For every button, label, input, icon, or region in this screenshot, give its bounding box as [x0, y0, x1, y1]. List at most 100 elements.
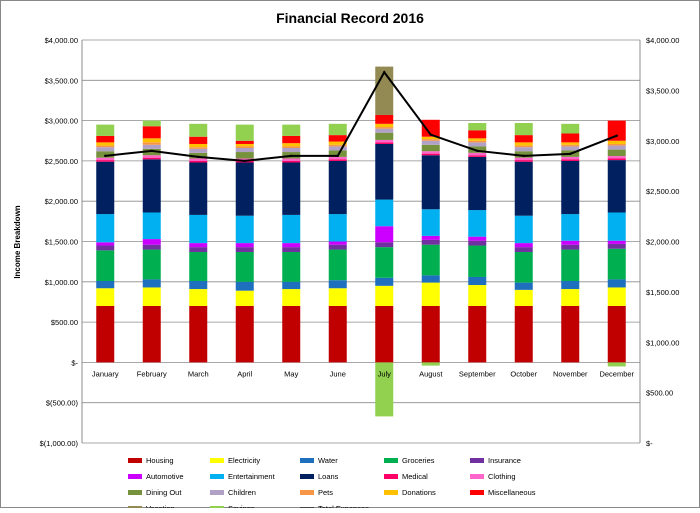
bar-water-january	[96, 280, 115, 289]
y-tick-label: $4,000.00	[45, 36, 78, 45]
bar-savings-july	[375, 362, 394, 417]
bar-water-may	[282, 281, 301, 290]
bar-electricity-march	[189, 289, 208, 306]
bar-loans-september	[468, 156, 487, 211]
bar-housing-september	[468, 305, 487, 363]
bar-children-june	[328, 146, 347, 151]
bar-savings-december	[607, 362, 626, 367]
legend-swatch-electricity	[210, 458, 224, 463]
bar-loans-april	[235, 162, 254, 216]
bar-savings-january	[96, 124, 115, 136]
legend-label-clothing: Clothing	[488, 472, 516, 481]
y-tick-label: $(500.00)	[46, 399, 79, 408]
legend-label-insurance: Insurance	[488, 456, 521, 465]
bar-savings-march	[189, 123, 208, 137]
total-expenses-point	[197, 155, 200, 159]
bar-housing-october	[514, 305, 533, 363]
bar-insurance-may	[282, 247, 301, 252]
bar-donations-october	[514, 142, 533, 146]
bar-children-april	[235, 148, 254, 153]
bar-donations-march	[189, 143, 208, 148]
bar-clothing-november	[561, 156, 580, 160]
x-tick-label: September	[459, 369, 496, 378]
legend-swatch-dining-out	[128, 490, 142, 495]
total-expenses-point	[569, 152, 572, 156]
bar-entertainment-august	[421, 209, 440, 236]
bar-groceries-february	[142, 249, 161, 280]
legend-label-medical: Medical	[402, 472, 428, 481]
total-expenses-line-layer	[104, 70, 618, 163]
bar-groceries-may	[282, 251, 301, 282]
y-tick-label: $-	[71, 358, 78, 367]
y2-tick-label: $1,000.00	[646, 338, 679, 347]
total-expenses-point	[336, 154, 339, 158]
legend-swatch-insurance	[470, 458, 484, 463]
legend-label-vacation: Vacation	[146, 504, 175, 508]
bar-clothing-may	[282, 158, 301, 161]
bar-children-march	[189, 148, 208, 153]
bar-electricity-may	[282, 289, 301, 306]
bar-automotive-may	[282, 243, 301, 248]
bar-housing-june	[328, 305, 347, 363]
total-expenses-point	[150, 149, 153, 153]
bar-savings-april	[235, 124, 254, 141]
bar-clothing-december	[607, 156, 626, 159]
bar-children-november	[561, 146, 580, 151]
bar-pets-december	[607, 143, 626, 146]
bar-housing-august	[421, 305, 440, 363]
bar-children-february	[142, 144, 161, 149]
bar-insurance-december	[607, 243, 626, 249]
bar-electricity-november	[561, 289, 580, 306]
bar-insurance-april	[235, 247, 254, 252]
total-expenses-line	[105, 70, 618, 162]
bar-entertainment-may	[282, 214, 301, 244]
legend-label-pets: Pets	[318, 488, 333, 497]
bar-automotive-march	[189, 243, 208, 248]
y-tick-label: $500.00	[51, 318, 78, 327]
bar-groceries-april	[235, 251, 254, 282]
legend-label-miscellaneous: Miscellaneous	[488, 488, 536, 497]
bar-donations-january	[96, 142, 115, 146]
bar-loans-may	[282, 162, 301, 215]
bar-miscellaneous-january	[96, 135, 115, 143]
total-expenses-point	[383, 71, 386, 74]
legend-swatch-miscellaneous	[470, 490, 484, 495]
bar-savings-september	[468, 123, 487, 131]
legend-label-groceries: Groceries	[402, 456, 435, 465]
bar-electricity-july	[375, 285, 394, 306]
bar-housing-april	[235, 305, 254, 363]
x-tick-label: February	[137, 369, 167, 378]
y2-tick-label: $3,000.00	[646, 137, 679, 146]
bar-miscellaneous-october	[514, 135, 533, 143]
bar-savings-may	[282, 124, 301, 136]
bar-pets-july	[375, 127, 394, 129]
bar-insurance-june	[328, 244, 347, 250]
bar-pets-august	[421, 139, 440, 141]
bar-electricity-august	[421, 282, 440, 306]
bar-pets-april	[235, 146, 254, 149]
bar-groceries-march	[189, 251, 208, 281]
bar-medical-july	[375, 142, 394, 144]
bar-children-may	[282, 148, 301, 153]
legend-label-loans: Loans	[318, 472, 339, 481]
y-axis-label: Income Breakdown	[13, 205, 22, 278]
bar-clothing-june	[328, 156, 347, 160]
bar-donations-july	[375, 123, 394, 128]
bar-children-july	[375, 128, 394, 133]
bar-insurance-november	[561, 244, 580, 250]
bar-housing-march	[189, 305, 208, 363]
bar-automotive-february	[142, 239, 161, 245]
y-tick-label: $(1,000.00)	[40, 439, 79, 448]
bar-clothing-january	[96, 157, 115, 161]
bar-miscellaneous-may	[282, 135, 301, 144]
gridlines	[82, 39, 640, 444]
bar-automotive-june	[328, 241, 347, 245]
bar-water-april	[235, 281, 254, 291]
bar-entertainment-october	[514, 215, 533, 244]
legend-swatch-automotive	[128, 474, 142, 479]
x-tick-label: May	[284, 369, 298, 378]
bar-housing-july	[375, 305, 394, 363]
bar-insurance-march	[189, 247, 208, 252]
total-expenses-point	[429, 133, 432, 136]
